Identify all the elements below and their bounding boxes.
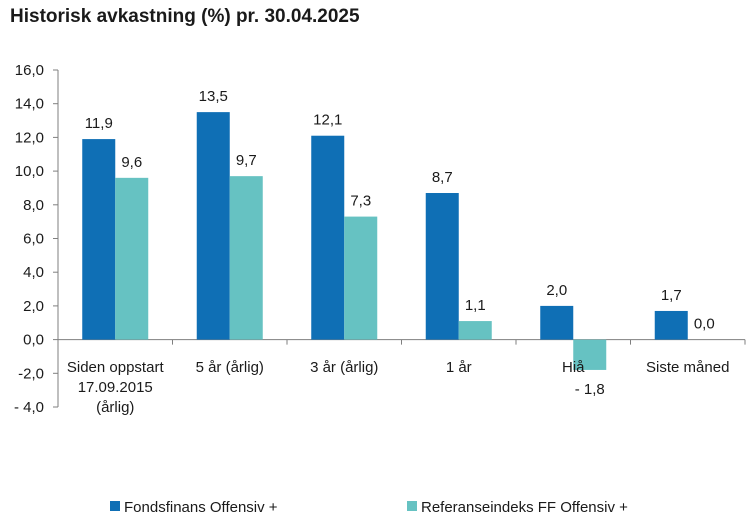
bar	[344, 216, 378, 340]
y-tick-label: - 4,0	[14, 399, 44, 416]
category-label: Siden oppstart	[67, 359, 165, 376]
data-label: 9,7	[236, 152, 257, 169]
data-label: 1,1	[465, 297, 486, 314]
bar	[573, 339, 607, 370]
data-label: 12,1	[313, 112, 342, 129]
data-label: 1,7	[661, 287, 682, 304]
bar	[458, 321, 492, 340]
y-tick-label: 4,0	[23, 264, 44, 281]
category-label: 5 år (årlig)	[196, 359, 264, 376]
y-tick-label: 12,0	[15, 129, 44, 146]
legend-swatch	[407, 501, 417, 511]
data-label: 7,3	[350, 193, 371, 210]
data-label: 0,0	[694, 316, 715, 333]
chart-title: Historisk avkastning (%) pr. 30.04.2025	[10, 6, 360, 27]
category-label: Siste måned	[646, 359, 729, 376]
y-tick-label: 16,0	[15, 62, 44, 79]
y-tick-label: 14,0	[15, 96, 44, 113]
data-label: 8,7	[432, 169, 453, 186]
y-tick-label: -2,0	[18, 365, 44, 382]
data-label: - 1,8	[575, 381, 605, 398]
category-label: (årlig)	[96, 399, 134, 416]
data-label: 2,0	[546, 282, 567, 299]
bar	[311, 135, 345, 340]
y-tick-label: 2,0	[23, 298, 44, 315]
bar	[229, 176, 263, 340]
legend-label: Fondsfinans Offensiv +	[124, 499, 278, 516]
y-tick-label: 0,0	[23, 332, 44, 349]
bar	[654, 310, 688, 340]
data-label-layer: 11,9 13,5 12,1 8,7 2,0 1,7 9,6 9,7 7,3 1,1 - 1,8 0,…	[85, 88, 715, 398]
y-tick-label: 10,0	[15, 163, 44, 180]
bar-layer	[82, 112, 688, 370]
category-label: 17.09.2015	[78, 379, 153, 396]
axis-layer: 16,0 14,0 12,0 10,0 8,0 6,0 4,0 2,0 0,0 -2,0 - 4,0	[14, 62, 746, 416]
category-label: 1 år	[446, 359, 472, 376]
category-label-layer: Siden oppstart 17.09.2015 (årlig) 5 år (årl…	[67, 359, 730, 416]
data-label: 11,9	[85, 115, 113, 132]
bar	[82, 139, 116, 340]
data-label: 13,5	[199, 88, 228, 105]
y-tick-label: 8,0	[23, 197, 44, 214]
bar	[540, 305, 574, 340]
legend-swatch	[110, 501, 120, 511]
category-label: 3 år (årlig)	[310, 359, 378, 376]
bar	[196, 112, 230, 340]
category-label: Hiå	[562, 359, 585, 376]
bar	[425, 193, 459, 340]
legend: Fondsfinans Offensiv + Referanseindeks FF…	[110, 499, 628, 516]
legend-label: Referanseindeks FF Offensiv +	[421, 499, 628, 516]
bar	[115, 177, 149, 340]
y-tick-label: 6,0	[23, 231, 44, 248]
data-label: 9,6	[121, 154, 142, 171]
